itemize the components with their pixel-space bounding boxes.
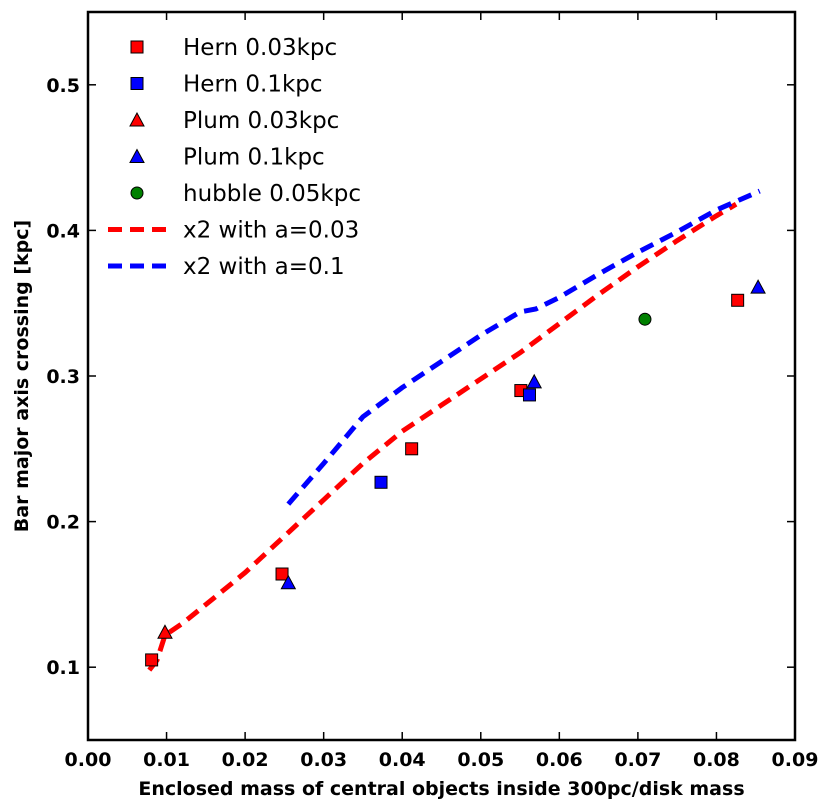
data-point-4-0	[638, 312, 652, 326]
x-tick-label: 0.08	[693, 749, 740, 771]
y-tick-label: 0.5	[46, 75, 80, 97]
data-point-1-0	[374, 475, 388, 489]
legend-label-5: x2 with a=0.03	[183, 218, 359, 244]
legend-marker-4	[130, 186, 144, 200]
x-tick-label: 0.03	[300, 749, 347, 771]
legend: Hern 0.03kpc Hern 0.1kpc Plum 0.03kpc Plum …	[108, 35, 361, 280]
y-tick-label: 0.1	[46, 657, 80, 679]
data-point-0-1	[275, 567, 289, 581]
x-tick-label: 0.02	[222, 749, 269, 771]
legend-marker-0	[130, 40, 144, 54]
plot-lines	[147, 188, 761, 672]
legend-label-2: Plum 0.03kpc	[183, 108, 339, 134]
data-point-0-2	[405, 442, 419, 456]
legend-label-4: hubble 0.05kpc	[183, 181, 361, 207]
legend-marker-1	[130, 77, 144, 90]
data-point-3-2	[750, 279, 766, 294]
legend-marker-2	[129, 111, 145, 127]
data-point-0-0	[145, 653, 159, 667]
x-tick-label: 0.01	[143, 749, 190, 771]
data-point-3-1	[526, 373, 543, 389]
x-tick-label: 0.06	[536, 749, 583, 771]
y-axis-label: Bar major axis crossing [kpc]	[11, 220, 33, 532]
plot-markers	[145, 279, 766, 667]
series-line-5	[147, 202, 738, 672]
y-axis-ticks: 0.1 0.2 0.3 0.4 0.5	[46, 75, 795, 679]
x-tick-label: 0.09	[772, 749, 819, 771]
y-tick-label: 0.3	[46, 366, 80, 388]
x-tick-label: 0.00	[65, 749, 112, 771]
series-line-6	[286, 188, 761, 506]
y-tick-label: 0.4	[46, 220, 80, 242]
legend-label-0: Hern 0.03kpc	[183, 35, 337, 61]
x-axis-ticks: 0.00 0.01 0.02 0.03 0.04 0.05 0.06 0.07 0.08 0.09	[65, 12, 819, 771]
data-point-2-0	[157, 624, 173, 639]
data-point-1-1	[522, 388, 536, 402]
legend-label-1: Hern 0.1kpc	[183, 72, 323, 98]
legend-label-6: x2 with a=0.1	[183, 254, 345, 280]
x-axis-label: Enclosed mass of central objects inside …	[138, 778, 744, 800]
x-tick-label: 0.05	[457, 749, 504, 771]
x-tick-label: 0.04	[379, 749, 426, 771]
y-tick-label: 0.2	[46, 512, 80, 534]
x-tick-label: 0.07	[614, 749, 661, 771]
data-point-0-4	[731, 293, 745, 307]
data-point-3-0	[280, 574, 297, 590]
legend-marker-3	[129, 148, 145, 163]
legend-label-3: Plum 0.1kpc	[183, 145, 325, 171]
